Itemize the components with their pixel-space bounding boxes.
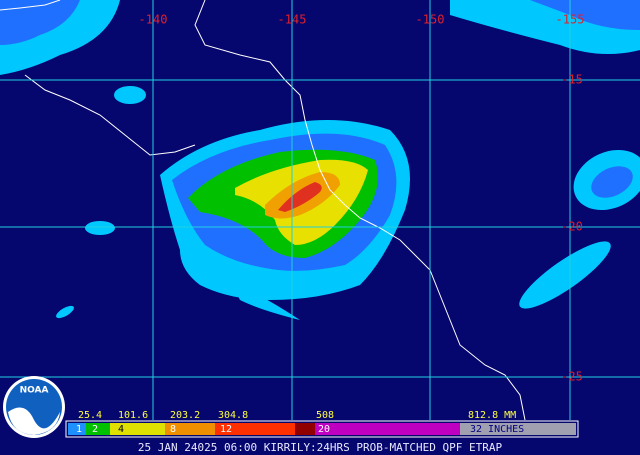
- latitude-label: -20: [561, 220, 583, 234]
- footer-text: 25 JAN 24025 06:00 KIRRILY:24HRS PROB-MA…: [138, 441, 503, 454]
- latitude-label: -25: [561, 370, 583, 384]
- longitude-label: -140: [139, 13, 168, 27]
- noaa-logo: NOAA: [3, 376, 65, 438]
- footer-bar: [0, 440, 640, 455]
- mm-label: 101.6: [118, 410, 148, 421]
- inch-label: 12: [220, 424, 232, 435]
- legend: 25.4 101.6 203.2 304.8 508 812.8 MM 1 2 …: [65, 410, 579, 438]
- mm-label: 812.8 MM: [468, 410, 516, 421]
- mm-label: 25.4: [78, 410, 102, 421]
- inch-label: 8: [170, 424, 176, 435]
- mm-label: 304.8: [218, 410, 248, 421]
- inch-label: 32 INCHES: [470, 424, 524, 435]
- latitude-label: -15: [561, 73, 583, 87]
- inch-label: 20: [318, 424, 330, 435]
- coastline: [0, 0, 526, 421]
- graticule: [0, 0, 640, 420]
- inch-label: 4: [118, 424, 124, 435]
- mm-label: 203.2: [170, 410, 200, 421]
- longitude-label: -150: [416, 13, 445, 27]
- longitude-label: -145: [278, 13, 307, 27]
- logo-text: NOAA: [20, 386, 49, 396]
- mm-label: 508: [316, 410, 334, 421]
- longitude-label: -155: [556, 13, 585, 27]
- inch-label: 2: [92, 424, 98, 435]
- inch-label: 1: [76, 424, 82, 435]
- rain-field: [0, 0, 640, 320]
